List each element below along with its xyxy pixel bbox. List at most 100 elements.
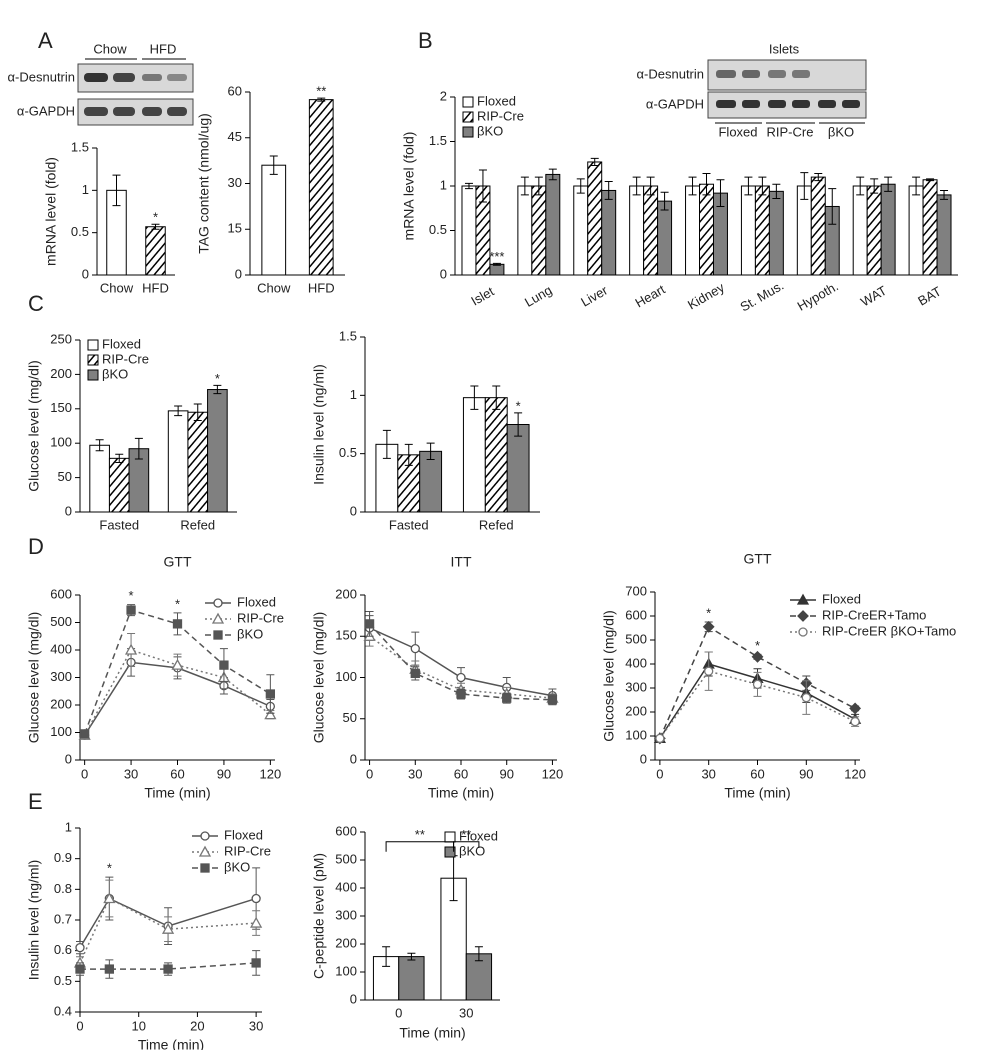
y-tick-label: 0 xyxy=(235,266,242,281)
lane-label: Chow xyxy=(93,41,127,56)
annotation: * xyxy=(215,371,220,386)
bar xyxy=(768,190,784,276)
blot: Islets α-Desnutrin α-GAPDH Floxed RIP-Cr… xyxy=(637,41,867,139)
bar xyxy=(601,189,617,276)
y-axis-label: Insulin level (ng/ml) xyxy=(26,860,42,981)
error-bar xyxy=(828,188,837,225)
y-tick-label: 1.5 xyxy=(429,133,447,148)
x-tick-label: 60 xyxy=(170,766,184,781)
y-axis-label: mRNA level (fold) xyxy=(401,132,417,241)
x-tick-label: Islet xyxy=(468,283,496,308)
x-tick-label: 30 xyxy=(249,1018,263,1033)
panel-label: D xyxy=(28,534,44,559)
annotation: *** xyxy=(489,249,504,264)
bar xyxy=(657,200,673,276)
x-tick-label: HFD xyxy=(142,280,169,295)
error-bar xyxy=(407,952,416,961)
marker xyxy=(172,619,183,629)
bar xyxy=(587,161,603,276)
marker xyxy=(265,689,276,699)
x-axis-label: Time (min) xyxy=(144,785,210,801)
marker xyxy=(171,658,184,670)
bar xyxy=(866,185,882,276)
y-axis-label: Glucose level (mg/dl) xyxy=(26,612,42,744)
error-bar xyxy=(474,946,483,962)
bar xyxy=(89,444,110,513)
legend-marker xyxy=(200,863,210,873)
y-tick-label: 50 xyxy=(343,710,357,725)
legend-label: βKO xyxy=(224,859,250,874)
error-bar xyxy=(870,178,879,194)
panel-label: E xyxy=(28,789,43,814)
error-bar xyxy=(514,412,523,437)
marker xyxy=(103,892,116,904)
y-axis-label: Glucose level (mg/dl) xyxy=(26,360,42,492)
y-tick-label: 100 xyxy=(50,724,72,739)
y-tick-label: 0.5 xyxy=(339,445,357,460)
marker xyxy=(75,964,85,974)
series-line xyxy=(79,897,257,948)
legend-label: RIP-Cre xyxy=(477,108,524,123)
error-bar xyxy=(464,182,473,190)
series-line xyxy=(659,670,856,739)
marker xyxy=(251,958,261,968)
marker xyxy=(547,695,558,705)
error-bar xyxy=(382,946,391,967)
legend-swatch xyxy=(87,369,99,381)
annotation: ** xyxy=(461,827,471,842)
x-tick-label: Chow xyxy=(100,280,134,295)
y-tick-label: 600 xyxy=(50,586,72,601)
legend-label: RIP-Cre xyxy=(102,351,149,366)
y-tick-label: 200 xyxy=(335,586,357,601)
x-tick-label: 30 xyxy=(408,766,422,781)
annotation: ** xyxy=(415,827,425,842)
x-tick-label: 90 xyxy=(499,766,513,781)
legend-swatch xyxy=(444,846,456,858)
x-tick-label: 10 xyxy=(131,1018,145,1033)
bar xyxy=(699,183,714,276)
bar xyxy=(108,457,130,513)
error-bar xyxy=(926,178,935,182)
y-tick-label: 100 xyxy=(50,435,72,450)
blot: Chow HFD α-Desnutrin α-GAPDH xyxy=(8,41,194,126)
y-tick-label: 1.5 xyxy=(71,139,89,154)
marker xyxy=(75,942,85,953)
error-bar xyxy=(632,176,641,196)
annotation: * xyxy=(516,398,521,413)
bar xyxy=(880,183,896,276)
x-tick-label: 30 xyxy=(124,766,138,781)
lane-label: RIP-Cre xyxy=(767,124,814,139)
x-tick-label: Fasted xyxy=(389,517,429,532)
error-bar xyxy=(134,437,143,460)
legend-label: Floxed xyxy=(822,591,861,606)
x-tick-label: Refed xyxy=(479,517,514,532)
y-tick-label: 0.4 xyxy=(54,1003,72,1018)
blot-title: Islets xyxy=(769,41,800,56)
y-tick-label: 1 xyxy=(350,387,357,402)
bar xyxy=(517,185,533,276)
annotation: * xyxy=(706,605,711,620)
legend-marker xyxy=(796,593,810,605)
bar xyxy=(740,185,756,276)
error-bar xyxy=(856,176,865,196)
row-label: α-GAPDH xyxy=(17,103,75,118)
series-line xyxy=(80,962,257,970)
y-tick-label: 0.5 xyxy=(429,222,447,237)
error-bar xyxy=(940,189,949,200)
x-axis-label: Time (min) xyxy=(428,785,494,801)
annotation: * xyxy=(175,596,180,611)
x-tick-label: St. Mus. xyxy=(737,278,786,315)
marker xyxy=(79,729,90,739)
error-bar xyxy=(548,168,557,181)
legend-swatch xyxy=(462,96,474,108)
x-tick-label: 90 xyxy=(217,766,231,781)
bar xyxy=(506,424,530,513)
y-tick-label: 150 xyxy=(335,628,357,643)
bar xyxy=(629,185,645,276)
bar xyxy=(187,411,209,513)
annotation: ** xyxy=(316,84,326,99)
legend-label: Floxed xyxy=(237,594,276,609)
row-label: α-Desnutrin xyxy=(8,69,75,84)
y-tick-label: 0 xyxy=(350,751,357,766)
